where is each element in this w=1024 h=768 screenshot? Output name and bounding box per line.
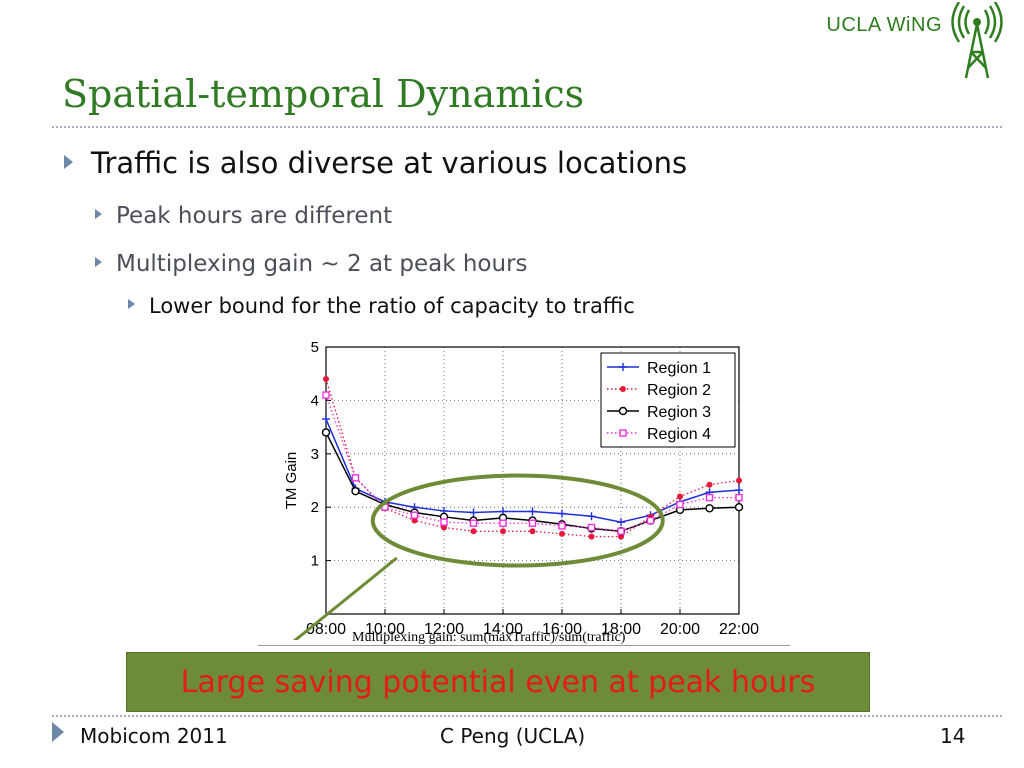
data-point-region-2 [677, 493, 683, 500]
data-point-region-2 [411, 517, 418, 524]
data-point-region-2 [441, 524, 447, 531]
data-point-region-3 [321, 428, 331, 437]
data-point-region-2 [323, 376, 329, 383]
bullet-level2: Peak hours are different [95, 203, 392, 229]
x-tick-label: 14:00 [483, 621, 523, 638]
data-point-region-2 [470, 528, 477, 535]
data-point-region-1 [528, 507, 537, 516]
data-point-region-1 [587, 512, 596, 521]
bullet-text: Lower bound for the ratio of capacity to… [149, 294, 635, 318]
ucla-wing-logo: UCLA WiNG [826, 2, 1012, 82]
banner-text: Large saving potential even at peak hour… [180, 664, 816, 700]
logo-text: UCLA WiNG [826, 14, 942, 36]
data-point-region-4 [735, 493, 743, 502]
legend-marker-region-2 [620, 386, 626, 392]
legend-marker-region-3 [618, 406, 628, 416]
legend-label-region-1: Region 1 [647, 360, 711, 377]
bullet-arrow-icon [95, 256, 102, 267]
highlight-arrow-shaft [293, 556, 398, 640]
footer-author: C Peng (UCLA) [440, 724, 586, 748]
data-point-region-4 [499, 519, 507, 527]
title-divider [52, 126, 1002, 128]
x-tick-label: 10:00 [365, 621, 405, 638]
y-tick-label: 1 [311, 553, 319, 570]
data-point-region-4 [528, 519, 537, 527]
bullet-arrow-icon [128, 299, 135, 309]
bullet-text: Traffic is also diverse at various locat… [91, 146, 688, 180]
bullet-text: Multiplexing gain ~ 2 at peak hours [116, 251, 528, 277]
bullet-level1: Traffic is also diverse at various locat… [64, 146, 687, 180]
bullet-level2: Multiplexing gain ~ 2 at peak hours [95, 251, 528, 277]
data-point-region-4 [676, 500, 684, 509]
data-point-region-1 [617, 518, 625, 527]
data-point-region-4 [469, 519, 478, 527]
legend-label-region-2: Region 2 [647, 382, 711, 399]
data-point-region-2 [588, 533, 595, 540]
data-point-region-4 [322, 391, 330, 399]
data-point-region-2 [500, 528, 506, 535]
x-tick-label: 16:00 [542, 621, 582, 638]
antenna-tower-icon [951, 2, 1003, 79]
data-point-region-1 [558, 509, 566, 518]
tm-gain-line-chart: 1 2 3 4 5 08:00 10:00 12:00 14:00 16:00 18:00 20:00… [283, 339, 759, 640]
data-point-region-2 [559, 530, 565, 537]
x-tick-label: 20:00 [660, 621, 700, 638]
bullet-level3: Lower bound for the ratio of capacity to… [128, 294, 635, 318]
data-point-region-1 [322, 415, 330, 424]
y-tick-label: 5 [311, 339, 319, 356]
slide-title: Spatial-temporal Dynamics [62, 72, 585, 116]
legend-marker-region-1 [619, 363, 627, 371]
highlight-ellipse [370, 473, 665, 568]
footer-arrow-icon [52, 722, 64, 742]
data-point-region-4 [558, 522, 566, 530]
footer-page-number: 14 [940, 724, 966, 748]
bullet-arrow-icon [64, 155, 73, 169]
y-tick-label: 3 [311, 446, 319, 463]
data-point-region-2 [706, 481, 713, 488]
x-tick-label: 18:00 [601, 621, 641, 638]
legend-marker-region-4 [619, 429, 627, 437]
data-point-region-1 [469, 508, 478, 517]
data-point-region-2 [529, 528, 536, 535]
data-point-region-3 [734, 502, 744, 512]
legend-label-region-3: Region 3 [647, 404, 711, 421]
caption-divider [258, 645, 790, 646]
data-point-region-4 [617, 527, 625, 535]
x-tick-label: 12:00 [424, 621, 464, 638]
data-point-region-4 [646, 516, 655, 525]
data-point-region-4 [351, 474, 360, 482]
data-point-region-2 [736, 477, 742, 484]
y-tick-label: 2 [311, 499, 319, 516]
x-tick-label: 22:00 [719, 621, 759, 638]
data-point-region-1 [735, 486, 743, 495]
legend-label-region-4: Region 4 [647, 426, 711, 443]
footer-divider [52, 715, 1002, 717]
bullet-text: Peak hours are different [116, 203, 393, 229]
highlight-arrow-head [293, 636, 298, 640]
y-axis-label: TM Gain [283, 452, 300, 510]
data-point-region-3 [351, 486, 360, 496]
footer-venue: Mobicom 2011 [80, 724, 228, 748]
data-point-region-3 [705, 504, 714, 513]
highlight-banner: Large saving potential even at peak hour… [126, 652, 870, 712]
data-point-region-4 [440, 518, 448, 526]
x-tick-label: 08:00 [306, 621, 346, 638]
y-tick-label: 4 [311, 392, 319, 409]
bullet-arrow-icon [95, 208, 102, 219]
data-point-region-4 [705, 493, 714, 502]
data-point-region-4 [410, 511, 419, 519]
data-point-region-4 [587, 523, 596, 532]
chart-caption: Multiplexing gain: sum(maxTraffic)/sum(t… [352, 630, 626, 645]
